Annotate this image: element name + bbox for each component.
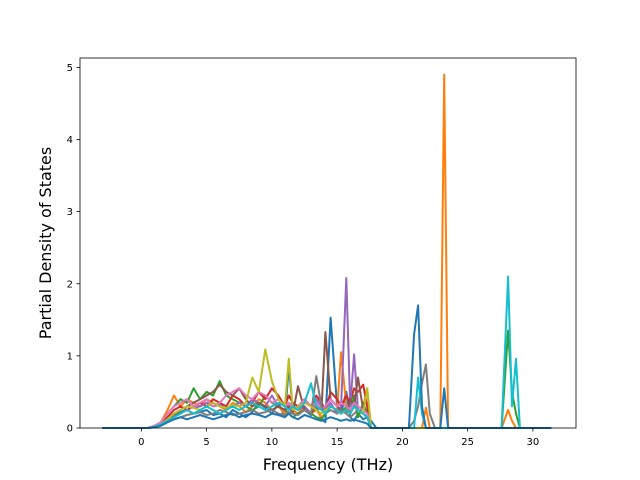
axes-frame [79, 57, 577, 429]
x-tick-label: 5 [203, 437, 209, 448]
x-tick-label: 0 [138, 437, 144, 448]
x-axis-ticks: 0 5 10 15 20 25 30 [138, 428, 539, 448]
y-tick-label: 4 [67, 135, 73, 146]
y-tick-label: 1 [67, 351, 73, 362]
y-tick-label: 5 [67, 63, 73, 74]
x-tick-label: 15 [331, 437, 344, 448]
x-tick-label: 25 [461, 437, 474, 448]
x-axis-label: Frequency (THz) [263, 455, 393, 474]
x-tick-label: 30 [527, 437, 540, 448]
x-tick-label: 20 [396, 437, 409, 448]
y-tick-label: 2 [67, 279, 73, 290]
x-tick-label: 10 [266, 437, 279, 448]
y-axis-label: Partial Density of States [36, 147, 55, 339]
y-axis-ticks: 0 1 2 3 4 5 [67, 63, 80, 435]
y-tick-label: 0 [67, 424, 73, 435]
y-tick-label: 3 [67, 207, 73, 218]
